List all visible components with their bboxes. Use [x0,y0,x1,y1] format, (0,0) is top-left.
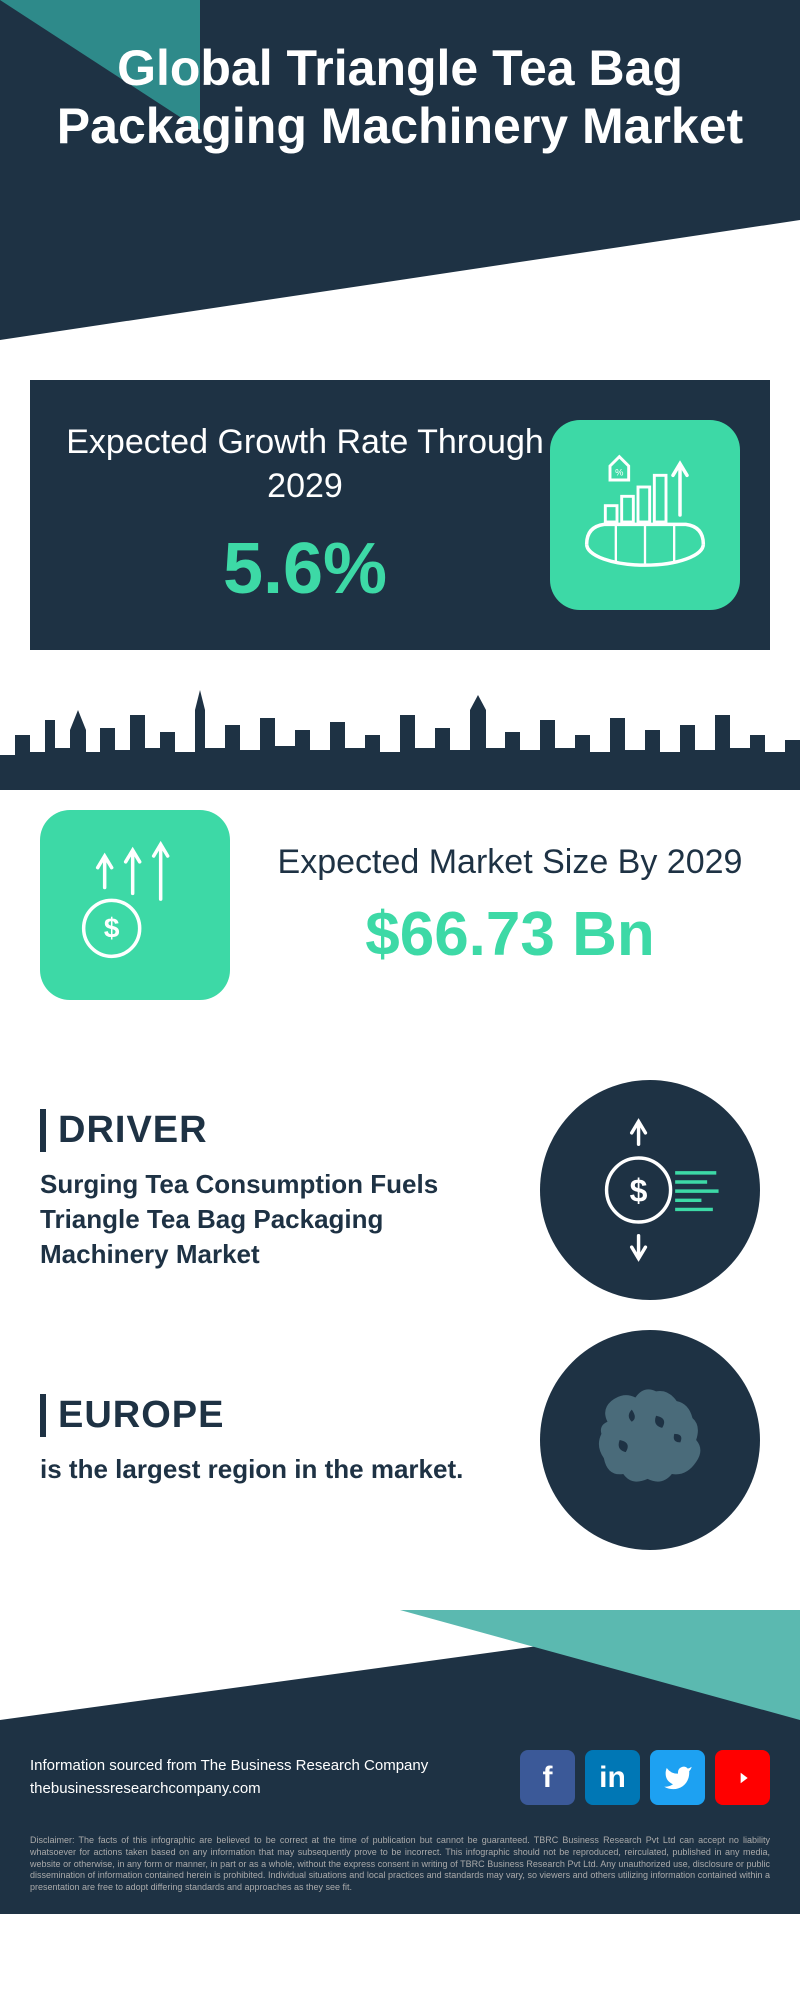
footer-content: Information sourced from The Business Re… [0,1750,800,1825]
footer-info-block: Information sourced from The Business Re… [30,1755,428,1800]
svg-text:$: $ [104,913,120,944]
infographic-container: Global Triangle Tea Bag Packaging Machin… [0,0,800,1914]
market-label: Expected Market Size By 2029 [260,840,760,884]
region-body: is the largest region in the market. [40,1452,510,1487]
money-cycle-icon: $ [540,1080,760,1300]
growth-value: 5.6% [60,528,550,610]
market-text-block: Expected Market Size By 2029 $66.73 Bn [260,840,760,970]
footer-teal-accent [400,1610,800,1720]
driver-text-block: DRIVER Surging Tea Consumption Fuels Tri… [40,1109,510,1272]
driver-section: DRIVER Surging Tea Consumption Fuels Tri… [40,1080,760,1300]
linkedin-icon[interactable]: in [585,1750,640,1805]
footer-source-line: Information sourced from The Business Re… [30,1755,428,1778]
region-text-block: EUROPE is the largest region in the mark… [40,1394,510,1487]
market-growth-icon: $ [40,810,230,1000]
page-title: Global Triangle Tea Bag Packaging Machin… [0,0,800,155]
twitter-icon[interactable] [650,1750,705,1805]
header-white-cut [0,220,800,340]
growth-label: Expected Growth Rate Through 2029 [60,420,550,508]
growth-rate-card: Expected Growth Rate Through 2029 5.6% % [30,380,770,650]
growth-chart-icon: % [550,420,740,610]
footer-section: Information sourced from The Business Re… [0,1610,800,1913]
header-section: Global Triangle Tea Bag Packaging Machin… [0,0,800,340]
footer-disclaimer: Disclaimer: The facts of this infographi… [0,1825,800,1913]
facebook-icon[interactable]: f [520,1750,575,1805]
youtube-icon[interactable] [715,1750,770,1805]
market-size-card: $ Expected Market Size By 2029 $66.73 Bn [0,790,800,1050]
svg-text:$: $ [630,1173,648,1209]
social-icons-row: f in [520,1750,770,1805]
europe-map-icon [540,1330,760,1550]
region-heading: EUROPE [40,1394,510,1437]
skyline-silhouette [0,680,800,790]
market-value: $66.73 Bn [260,899,760,970]
footer-url-line: thebusinessresearchcompany.com [30,1778,428,1801]
region-section: EUROPE is the largest region in the mark… [40,1330,760,1550]
driver-heading: DRIVER [40,1109,510,1152]
svg-text:%: % [615,468,623,478]
driver-body: Surging Tea Consumption Fuels Triangle T… [40,1167,510,1272]
growth-text-block: Expected Growth Rate Through 2029 5.6% [60,420,550,610]
